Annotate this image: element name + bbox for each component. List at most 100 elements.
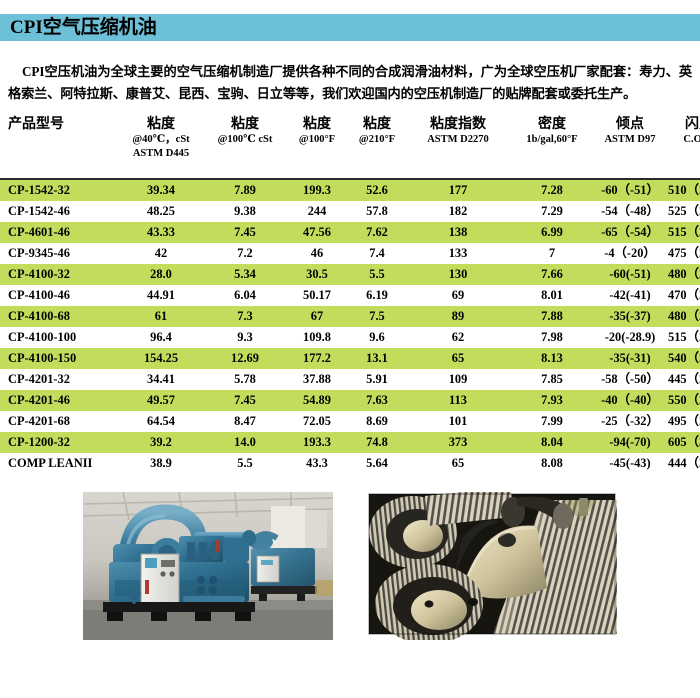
cell-viscosity-210f: 57.8 [348,201,406,223]
cell-pour-point: -42(-41) [594,285,666,307]
cell-product-model: CP-4201-32 [0,369,118,391]
cell-viscosity-40c: 39.34 [118,179,204,202]
cell-product-model: CP-1200-32 [0,432,118,454]
cell-viscosity-100c: 7.45 [204,390,286,412]
column-header-viscosity-index-standard: ASTM D2270 [427,134,489,146]
intro-paragraph: CPI空压机油为全球主要的空气压缩机制造厂提供各种不同的合成润滑油材料，广为全球… [8,64,692,101]
cell-viscosity-210f: 7.5 [348,306,406,328]
cell-pour-point: -60（-51） [594,179,666,202]
cell-product-model: CP-4201-68 [0,411,118,433]
cell-viscosity-index: 177 [406,179,510,202]
column-header-viscosity-210f-main: 粘度 [363,117,391,133]
cell-viscosity-210f: 5.64 [348,453,406,475]
cell-density: 7.93 [510,390,594,412]
column-header-pour-point-main: 倾点 [616,117,644,133]
cell-density: 7.29 [510,201,594,223]
cell-flash-point: 515（268） [666,222,700,244]
cell-density: 7.66 [510,264,594,286]
cell-pour-point: -58（-50） [594,369,666,391]
cell-density: 7.85 [510,369,594,391]
cell-viscosity-100c: 14.0 [204,432,286,454]
cell-viscosity-210f: 5.91 [348,369,406,391]
column-header-viscosity-40c-sub: @40℃，cSt [132,134,190,146]
cell-flash-point: 480（249） [666,306,700,328]
cell-viscosity-100f: 177.2 [286,348,348,370]
table-row: CP-4100-150 154.25 12.69 177.2 13.1 65 8.13 -35… [0,348,700,370]
cell-product-model: CP-4100-32 [0,264,118,286]
cell-viscosity-210f: 8.69 [348,411,406,433]
cell-viscosity-210f: 74.8 [348,432,406,454]
table-row: CP-4201-68 64.54 8.47 72.05 8.69 101 7.99 -25（-… [0,411,700,433]
cell-viscosity-40c: 38.9 [118,453,204,475]
cell-product-model: CP-4100-46 [0,285,118,307]
cell-pour-point: -60(-51) [594,264,666,286]
cell-product-model: COMP LEANII [0,453,118,475]
cell-viscosity-210f: 7.4 [348,243,406,265]
cell-viscosity-40c: 39.2 [118,432,204,454]
page-title-bar: CPI空气压缩机油 [0,14,700,41]
column-header-density-sub: 1b/gal,60°F [526,134,578,146]
cell-viscosity-100c: 5.34 [204,264,286,286]
cell-product-model: CP-4201-46 [0,390,118,412]
cell-viscosity-100f: 43.3 [286,453,348,475]
cell-viscosity-100f: 193.3 [286,432,348,454]
column-header-viscosity-40c-standard: ASTM D445 [132,148,190,160]
cell-viscosity-index: 65 [406,348,510,370]
cell-viscosity-40c: 44.91 [118,285,204,307]
cell-flash-point: 444（229） [666,453,700,475]
table-row: CP-4601-46 43.33 7.45 47.56 7.62 138 6.99 -65（-… [0,222,700,244]
cell-viscosity-index: 182 [406,201,510,223]
cell-pour-point: -40（-40） [594,390,666,412]
cell-viscosity-index: 373 [406,432,510,454]
column-header-flash-point-standard: C.O.C. [683,134,700,146]
cell-viscosity-40c: 28.0 [118,264,204,286]
cell-viscosity-210f: 5.5 [348,264,406,286]
cell-viscosity-100f: 244 [286,201,348,223]
cell-flash-point: 550（288） [666,390,700,412]
cell-viscosity-100c: 7.45 [204,222,286,244]
cell-density: 8.13 [510,348,594,370]
cell-viscosity-100f: 46 [286,243,348,265]
air-compressor-unit-photo [83,492,333,641]
column-header-viscosity-100f-main: 粘度 [303,117,331,133]
cell-pour-point: -35(-31) [594,348,666,370]
column-header-viscosity-100c-sub: @100℃ cSt [217,134,273,146]
column-header-viscosity-index-main: 粘度指数 [430,117,486,133]
cell-flash-point: 510（266） [666,179,700,202]
cell-viscosity-40c: 49.57 [118,390,204,412]
cell-product-model: CP-4100-150 [0,348,118,370]
cell-pour-point: -45(-43) [594,453,666,475]
column-header-viscosity-index: 粘度指数 ASTM D2270 [406,117,510,181]
cell-pour-point: -25（-32） [594,411,666,433]
cell-viscosity-40c: 43.33 [118,222,204,244]
column-header-viscosity-40c: 粘度 @40℃，cSt ASTM D445 [118,117,204,181]
cell-pour-point: -94(-70) [594,432,666,454]
table-row: CP-4100-100 96.4 9.3 109.8 9.6 62 7.98 -20(-28.… [0,327,700,349]
column-header-viscosity-100f: 粘度 @100°F [286,117,348,181]
cell-viscosity-index: 113 [406,390,510,412]
cell-viscosity-40c: 48.25 [118,201,204,223]
cell-density: 8.01 [510,285,594,307]
column-header-viscosity-40c-main: 粘度 [147,117,175,133]
column-header-model-main: 产品型号 [8,117,64,133]
cell-product-model: CP-4100-100 [0,327,118,349]
gear-shafts-photo [367,492,617,641]
cell-viscosity-210f: 7.62 [348,222,406,244]
oil-specifications-table: 产品型号 粘度 @40℃，cSt ASTM D445 粘度 @100℃ cSt … [0,117,700,475]
cell-flash-point: 470（243） [666,285,700,307]
cell-pour-point: -65（-54） [594,222,666,244]
cell-viscosity-100c: 7.89 [204,179,286,202]
cell-flash-point: 480（249） [666,264,700,286]
cell-viscosity-100f: 67 [286,306,348,328]
cell-viscosity-210f: 13.1 [348,348,406,370]
cell-viscosity-index: 62 [406,327,510,349]
cell-viscosity-210f: 52.6 [348,179,406,202]
cell-flash-point: 445（229） [666,369,700,391]
cell-flash-point: 540（282） [666,348,700,370]
cell-density: 7.28 [510,179,594,202]
cell-product-model: CP-9345-46 [0,243,118,265]
cell-viscosity-100c: 6.04 [204,285,286,307]
table-header: 产品型号 粘度 @40℃，cSt ASTM D445 粘度 @100℃ cSt … [0,117,700,181]
photo-gallery [0,492,700,641]
